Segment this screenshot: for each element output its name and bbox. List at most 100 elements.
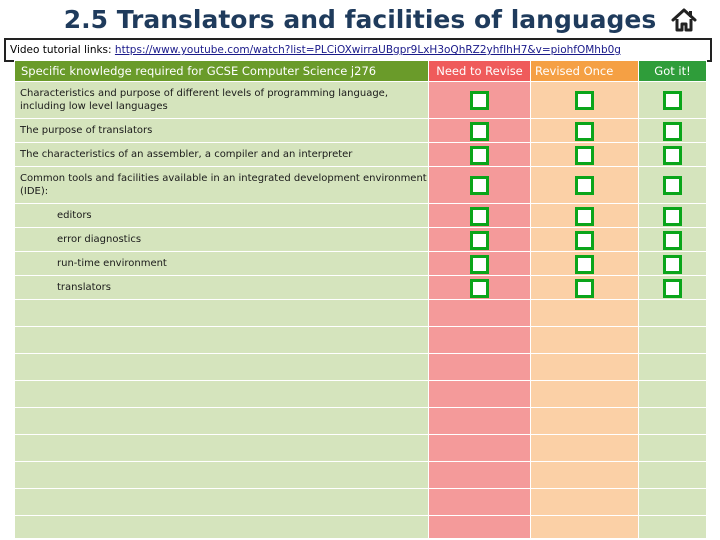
empty-cell — [428, 353, 531, 381]
topic-text: The purpose of translators — [14, 118, 429, 143]
empty-cell — [14, 326, 429, 354]
video-tutorial-link[interactable]: https://www.youtube.com/watch?list=PLCiO… — [114, 44, 621, 56]
got-cell — [638, 81, 707, 119]
checkbox-icon[interactable] — [663, 206, 682, 226]
empty-cell — [14, 434, 429, 462]
empty-cell — [530, 380, 639, 408]
empty-row — [14, 434, 707, 462]
need-cell — [428, 166, 531, 204]
topic-text: Common tools and facilities available in… — [14, 166, 429, 204]
revised-cell — [530, 227, 639, 252]
empty-row — [14, 515, 707, 539]
need-cell — [428, 203, 531, 228]
empty-row — [14, 299, 707, 327]
checkbox-icon[interactable] — [470, 206, 489, 226]
checkbox-icon[interactable] — [575, 91, 594, 110]
empty-cell — [14, 461, 429, 489]
checkbox-icon[interactable] — [470, 145, 489, 165]
got-cell — [638, 203, 707, 228]
empty-row — [14, 353, 707, 381]
checkbox-icon[interactable] — [575, 206, 594, 226]
empty-cell — [14, 353, 429, 381]
table-row: Common tools and facilities available in… — [14, 166, 707, 204]
need-cell — [428, 227, 531, 252]
empty-cell — [530, 299, 639, 327]
checkbox-icon[interactable] — [470, 121, 489, 141]
table-row: translators — [14, 275, 707, 300]
checkbox-icon[interactable] — [663, 91, 682, 110]
empty-row — [14, 407, 707, 435]
checkbox-icon[interactable] — [575, 254, 594, 274]
empty-cell — [638, 515, 707, 539]
got-cell — [638, 251, 707, 276]
empty-row — [14, 326, 707, 354]
revised-cell — [530, 166, 639, 204]
table-header-row: Specific knowledge required for GCSE Com… — [14, 60, 707, 82]
page-title: 2.5 Translators and facilities of langua… — [63, 5, 657, 34]
header-got-it: Got it! — [638, 60, 707, 82]
checkbox-icon[interactable] — [575, 230, 594, 250]
empty-cell — [428, 515, 531, 539]
empty-cell — [530, 407, 639, 435]
revised-cell — [530, 275, 639, 300]
empty-row — [14, 488, 707, 516]
table-row: The purpose of translators — [14, 118, 707, 143]
home-icon[interactable] — [670, 6, 698, 34]
revised-cell — [530, 203, 639, 228]
empty-cell — [428, 326, 531, 354]
table-row: Characteristics and purpose of different… — [14, 81, 707, 119]
checkbox-icon[interactable] — [470, 176, 489, 195]
table-row: The characteristics of an assembler, a c… — [14, 142, 707, 167]
checkbox-icon[interactable] — [470, 254, 489, 274]
need-cell — [428, 251, 531, 276]
checkbox-icon[interactable] — [470, 278, 489, 298]
empty-cell — [530, 461, 639, 489]
empty-cell — [428, 488, 531, 516]
table-row: error diagnostics — [14, 227, 707, 252]
empty-cell — [14, 515, 429, 539]
empty-cell — [638, 380, 707, 408]
empty-cell — [428, 299, 531, 327]
empty-cell — [530, 326, 639, 354]
empty-cell — [14, 407, 429, 435]
table-row: run-time environment — [14, 251, 707, 276]
checkbox-icon[interactable] — [663, 121, 682, 141]
empty-cell — [428, 434, 531, 462]
checkbox-icon[interactable] — [575, 145, 594, 165]
checkbox-icon[interactable] — [470, 91, 489, 110]
empty-cell — [14, 299, 429, 327]
need-cell — [428, 142, 531, 167]
empty-cell — [638, 353, 707, 381]
empty-cell — [638, 326, 707, 354]
checkbox-icon[interactable] — [575, 278, 594, 298]
checkbox-icon[interactable] — [663, 145, 682, 165]
need-cell — [428, 275, 531, 300]
header-need-to-revise: Need to Revise — [428, 60, 531, 82]
checkbox-icon[interactable] — [575, 176, 594, 195]
need-cell — [428, 81, 531, 119]
got-cell — [638, 227, 707, 252]
checkbox-icon[interactable] — [663, 176, 682, 195]
topic-text: run-time environment — [14, 251, 429, 276]
topic-text: The characteristics of an assembler, a c… — [14, 142, 429, 167]
empty-cell — [638, 461, 707, 489]
topic-text: Characteristics and purpose of different… — [14, 81, 429, 119]
revised-cell — [530, 81, 639, 119]
revised-cell — [530, 251, 639, 276]
empty-cell — [530, 515, 639, 539]
header-revised-once: Revised Once — [530, 60, 639, 82]
checkbox-icon[interactable] — [663, 278, 682, 298]
checkbox-icon[interactable] — [575, 121, 594, 141]
checkbox-icon[interactable] — [663, 254, 682, 274]
empty-cell — [530, 488, 639, 516]
got-cell — [638, 142, 707, 167]
empty-cell — [428, 407, 531, 435]
got-cell — [638, 166, 707, 204]
empty-row — [14, 461, 707, 489]
revision-checklist-table: Specific knowledge required for GCSE Com… — [14, 60, 707, 539]
table-row: editors — [14, 203, 707, 228]
empty-cell — [638, 488, 707, 516]
checkbox-icon[interactable] — [470, 230, 489, 250]
checkbox-icon[interactable] — [663, 230, 682, 250]
empty-cell — [14, 380, 429, 408]
